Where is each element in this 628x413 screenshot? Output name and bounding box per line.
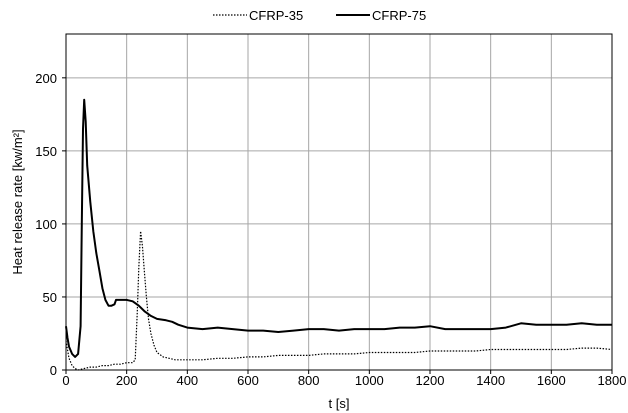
x-tick-label: 800 [298,373,320,388]
legend-label-cfrp-35: CFRP-35 [249,8,303,23]
series-group [65,98,613,371]
y-tick-label: 150 [35,144,57,159]
grid [66,34,613,370]
x-tick-label: 200 [116,373,138,388]
tick-labels: 0 200 400 600 800 1000 1200 1400 1600 1800 0 50 100 1… [35,71,626,388]
legend: CFRP-35 CFRP-75 [213,8,426,23]
y-tick-label: 0 [50,363,57,378]
plot-frame [65,33,613,371]
x-tick-label: 1800 [598,373,627,388]
legend-label-cfrp-75: CFRP-75 [372,8,426,23]
x-tick-label: 0 [62,373,69,388]
x-tick-label: 1000 [355,373,384,388]
x-axis-label: t [s] [329,396,350,411]
series-line-cfrp-35 [65,230,613,371]
y-tick-label: 50 [43,290,57,305]
x-tick-label: 400 [176,373,198,388]
x-tick-label: 1600 [537,373,566,388]
series-line-cfrp-75 [65,98,612,358]
x-tick-label: 1200 [416,373,445,388]
y-tick-label: 200 [35,71,57,86]
y-axis-label: Heat release rate [kw/m²] [10,129,25,274]
x-tick-label: 1400 [476,373,505,388]
x-tick-label: 600 [237,373,259,388]
y-tick-label: 100 [35,217,57,232]
